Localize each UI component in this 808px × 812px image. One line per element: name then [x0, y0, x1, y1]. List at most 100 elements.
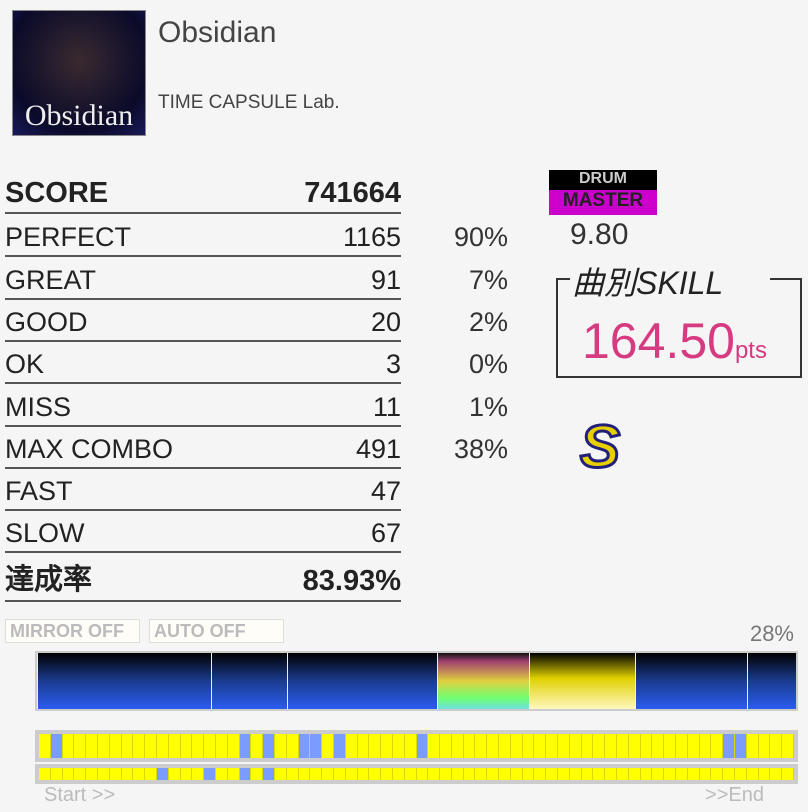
hit-bar-row-2 [35, 764, 798, 784]
hit-cell [617, 734, 629, 758]
hit-cell [687, 734, 700, 758]
hit-cell [333, 734, 346, 758]
hit-cell [723, 734, 736, 758]
hit-cell [392, 734, 405, 758]
hit-cell [758, 768, 771, 780]
hit-cell [322, 734, 334, 758]
hit-cell [510, 734, 523, 758]
hit-cell [381, 768, 393, 780]
hit-cell [593, 768, 606, 780]
result-value: 491 [355, 434, 401, 464]
hit-cell [758, 734, 771, 758]
hit-cell [62, 734, 75, 758]
hit-cell [50, 768, 63, 780]
hit-cell [168, 734, 181, 758]
hit-cell [369, 768, 382, 780]
difficulty-level: 9.80 [570, 218, 629, 251]
hit-cell [192, 768, 205, 780]
result-value: 83.93% [302, 565, 401, 597]
hit-cell [451, 768, 464, 780]
result-percent: 7% [468, 265, 508, 295]
result-label: MISS [5, 392, 72, 422]
hit-cell [534, 768, 547, 780]
result-percent: 2% [468, 307, 508, 337]
song-title: Obsidian [158, 16, 277, 49]
hit-cell [440, 734, 452, 758]
hit-bar-row-1 [35, 730, 798, 762]
hit-cell [121, 734, 134, 758]
hit-cell [640, 768, 653, 780]
hit-cell [251, 734, 264, 758]
result-value: 47 [370, 476, 401, 506]
hit-cell [628, 768, 641, 780]
hit-cell [133, 734, 146, 758]
result-value: 741664 [304, 177, 401, 209]
skill-box [556, 278, 802, 378]
progress-percent: 28% [749, 621, 794, 646]
result-row: GOOD 20 2% [5, 298, 508, 342]
hit-cell [404, 734, 417, 758]
result-row: SLOW 67 [5, 509, 401, 553]
hit-cell [652, 768, 665, 780]
hit-cell [86, 768, 98, 780]
hit-cell [274, 768, 287, 780]
result-percent: 90% [453, 222, 508, 252]
hit-cell [156, 734, 169, 758]
hit-cell [605, 768, 618, 780]
hit-cell [522, 768, 535, 780]
hit-cell [487, 734, 500, 758]
result-label: PERFECT [5, 222, 132, 252]
gauge-segment [210, 653, 287, 709]
hit-cell [628, 734, 641, 758]
hit-cell [109, 768, 122, 780]
hit-cell [499, 734, 511, 758]
hit-cell [286, 734, 299, 758]
hit-cell [121, 768, 134, 780]
hit-cell [652, 734, 665, 758]
hit-cell [392, 768, 405, 780]
rank-icon: S [578, 412, 621, 482]
hit-cell [357, 768, 370, 780]
hit-cell [322, 768, 334, 780]
hit-cell [569, 734, 582, 758]
song-jacket: Obsidian [12, 10, 146, 136]
hit-cell [581, 734, 594, 758]
result-label: SLOW [5, 518, 85, 548]
hit-cell [546, 734, 559, 758]
result-value: 3 [385, 349, 401, 379]
hit-cell [475, 768, 488, 780]
hit-cell [534, 734, 547, 758]
hit-cell [711, 768, 724, 780]
hit-cell [664, 734, 677, 758]
hit-cell [239, 734, 252, 758]
hit-cell [286, 768, 299, 780]
skill-points: 164.50 [582, 313, 735, 369]
hit-cell [274, 734, 287, 758]
hit-cell [97, 734, 110, 758]
hit-cell [617, 768, 629, 780]
result-label: SCORE [5, 177, 109, 209]
hit-cell [263, 768, 275, 780]
hit-cell [239, 768, 252, 780]
hit-cell [145, 734, 157, 758]
hit-cell [333, 768, 346, 780]
hit-cell [463, 734, 476, 758]
hit-cell [440, 768, 452, 780]
hit-cell [782, 768, 794, 780]
hit-cell [204, 734, 216, 758]
jacket-logo: Obsidian [24, 99, 134, 132]
gauge-segment [37, 653, 211, 709]
skill-label: 曲別SKILL [572, 265, 724, 301]
hit-cell [251, 768, 264, 780]
result-label: FAST [5, 476, 73, 506]
gauge-segment [747, 653, 796, 709]
result-row: FAST 47 [5, 467, 401, 511]
result-percent: 1% [468, 392, 508, 422]
mirror-option: MIRROR OFF [5, 619, 140, 643]
hit-cell [581, 768, 594, 780]
hit-cell [782, 734, 794, 758]
hit-cell [676, 734, 688, 758]
hit-cell [298, 734, 311, 758]
hit-cell [746, 768, 759, 780]
hit-cell [345, 768, 358, 780]
